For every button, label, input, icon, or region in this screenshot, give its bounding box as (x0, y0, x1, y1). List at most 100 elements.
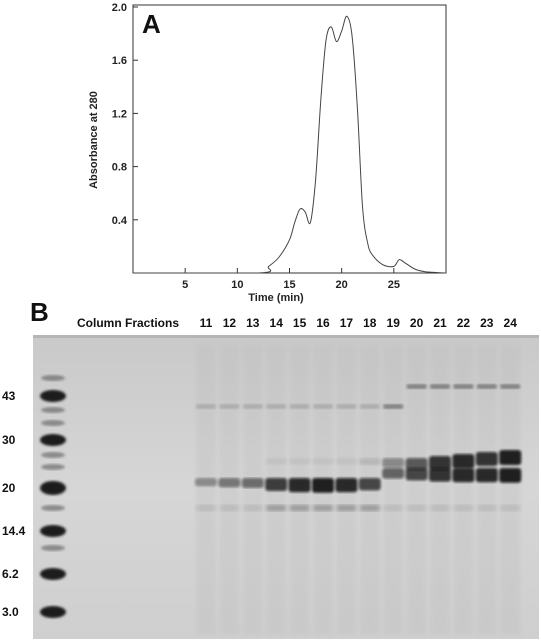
y-tick-label: 2.0 (112, 2, 127, 14)
x-axis-ticks: 5 10 15 20 25 (182, 268, 400, 291)
band-20kda (241, 478, 264, 488)
band-lower (242, 505, 263, 511)
gel-lane (288, 345, 311, 635)
marker-label: 14.4 (2, 524, 26, 538)
marker-label: 20 (2, 481, 16, 495)
x-tick-label: 15 (283, 279, 295, 291)
x-tick-label: 25 (388, 279, 400, 291)
band-20kda (288, 478, 311, 493)
lane-streak (430, 345, 450, 635)
x-tick-label: 20 (336, 279, 348, 291)
lane-streak (453, 345, 474, 635)
y-axis-ticks: 0.4 0.8 1.2 1.6 2.0 (112, 2, 138, 227)
marker-band-faint (41, 420, 65, 426)
fraction-label: 21 (433, 316, 447, 330)
gel-lane (429, 345, 451, 635)
gel-lane (312, 345, 334, 635)
marker-label: 6.2 (2, 567, 19, 581)
marker-band (40, 568, 66, 580)
band-24kda (382, 458, 405, 468)
gel-lanes (195, 345, 522, 635)
gel-lane (382, 345, 405, 635)
band-24kda (452, 454, 475, 469)
band-lower (359, 505, 380, 511)
band-20kda (475, 468, 498, 483)
band-20kda (218, 478, 241, 488)
band-lower (453, 505, 474, 511)
gel-lane (335, 345, 358, 635)
band-24kda (288, 458, 311, 465)
marker-band (40, 434, 66, 446)
band-lower (430, 505, 450, 511)
marker-label: 3.0 (2, 605, 19, 619)
band-20kda (452, 468, 475, 483)
band-lower (336, 505, 357, 511)
band-43kda (476, 384, 497, 389)
gel-lane (218, 345, 241, 635)
fraction-label: 18 (363, 316, 377, 330)
band-43kda (500, 384, 521, 389)
band-24kda (429, 456, 451, 470)
marker-ladder (40, 375, 66, 618)
fraction-labels: 11 12 13 14 15 16 17 18 19 20 21 22 23 24 (200, 316, 518, 330)
marker-labels: 43 30 20 14.4 6.2 3.0 (2, 389, 26, 619)
band-24kda (358, 458, 381, 465)
band-lower (476, 505, 497, 511)
lane-streak (406, 345, 427, 635)
band-24kda (265, 458, 288, 465)
band-lower (196, 505, 216, 511)
panel-b-letter: B (30, 297, 49, 327)
marker-band (40, 390, 66, 402)
band-lower (313, 505, 333, 511)
band-24kda (335, 458, 358, 465)
column-fractions-label: Column Fractions (77, 316, 179, 330)
band-43kda (359, 404, 380, 409)
band-43kda (336, 404, 357, 409)
band-24kda (499, 450, 522, 465)
band-20kda (382, 468, 405, 479)
band-43kda (313, 404, 333, 409)
fraction-label: 16 (316, 316, 330, 330)
y-tick-label: 0.4 (112, 215, 128, 227)
gel-lane (265, 345, 288, 635)
band-lower (219, 505, 240, 511)
plot-frame (132, 4, 447, 274)
lane-streak (196, 345, 216, 635)
band-24kda (312, 458, 334, 465)
gel-top-edge (33, 335, 539, 338)
band-24kda (475, 452, 498, 466)
band-20kda (335, 478, 358, 493)
band-43kda (289, 404, 310, 409)
band-20kda (195, 478, 217, 487)
lane-streak (219, 345, 240, 635)
marker-label: 43 (2, 389, 16, 403)
band-lower (383, 505, 404, 511)
absorbance-trace (133, 15, 447, 274)
band-20kda (358, 478, 381, 491)
band-lower (406, 505, 427, 511)
band-43kda (219, 404, 240, 409)
band-24kda (405, 458, 428, 470)
band-20kda (312, 478, 334, 493)
band-20kda (429, 468, 451, 482)
lane-streak (476, 345, 497, 635)
band-43kda (196, 404, 216, 409)
x-axis-title: Time (min) (248, 292, 304, 304)
fraction-label: 22 (457, 316, 471, 330)
marker-band-faint (41, 545, 65, 551)
marker-band-faint (41, 375, 65, 381)
marker-band-faint (41, 407, 65, 413)
fraction-label: 17 (340, 316, 354, 330)
band-lower (500, 505, 521, 511)
marker-label: 30 (2, 433, 16, 447)
lane-streak (242, 345, 263, 635)
band-lower (266, 505, 287, 511)
gel-lane (405, 345, 428, 635)
fraction-label: 13 (246, 316, 260, 330)
y-axis-title: Absorbance at 280 (88, 91, 100, 189)
marker-band (40, 525, 66, 537)
fraction-label: 23 (480, 316, 494, 330)
y-tick-label: 0.8 (112, 162, 127, 174)
band-43kda (242, 404, 263, 409)
